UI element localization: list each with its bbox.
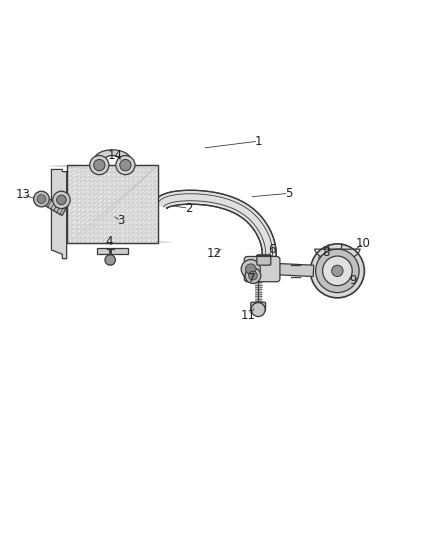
Circle shape xyxy=(57,195,66,205)
Circle shape xyxy=(34,191,49,207)
Circle shape xyxy=(116,156,135,175)
Text: 12: 12 xyxy=(206,247,221,260)
Circle shape xyxy=(316,249,359,293)
FancyBboxPatch shape xyxy=(251,302,265,311)
FancyBboxPatch shape xyxy=(257,255,271,265)
Text: 3: 3 xyxy=(117,214,125,227)
FancyBboxPatch shape xyxy=(244,256,280,282)
Text: 2: 2 xyxy=(185,201,192,215)
Circle shape xyxy=(322,256,352,286)
Circle shape xyxy=(249,271,257,280)
Polygon shape xyxy=(277,263,314,277)
Polygon shape xyxy=(153,190,276,277)
Text: 5: 5 xyxy=(285,187,292,200)
Circle shape xyxy=(241,260,260,279)
Text: 11: 11 xyxy=(241,309,256,322)
Polygon shape xyxy=(39,196,66,215)
Circle shape xyxy=(37,195,46,204)
Polygon shape xyxy=(94,150,131,160)
Circle shape xyxy=(105,255,116,265)
Circle shape xyxy=(120,159,131,171)
Circle shape xyxy=(90,156,109,175)
Text: 13: 13 xyxy=(16,188,31,201)
Bar xyxy=(67,165,158,244)
Polygon shape xyxy=(51,169,67,259)
Text: 8: 8 xyxy=(322,246,329,259)
Text: 7: 7 xyxy=(248,272,255,285)
Bar xyxy=(97,248,127,254)
Circle shape xyxy=(53,191,70,208)
Text: 14: 14 xyxy=(108,149,123,162)
Bar xyxy=(67,165,158,244)
Circle shape xyxy=(311,244,364,298)
Text: 4: 4 xyxy=(106,235,113,248)
Circle shape xyxy=(251,303,265,317)
Text: 1: 1 xyxy=(254,135,262,148)
Text: 9: 9 xyxy=(349,274,357,287)
Circle shape xyxy=(246,264,256,274)
Text: 10: 10 xyxy=(356,237,371,250)
Circle shape xyxy=(245,268,261,284)
Circle shape xyxy=(332,265,343,277)
Circle shape xyxy=(94,159,105,171)
Text: 6: 6 xyxy=(268,244,276,256)
